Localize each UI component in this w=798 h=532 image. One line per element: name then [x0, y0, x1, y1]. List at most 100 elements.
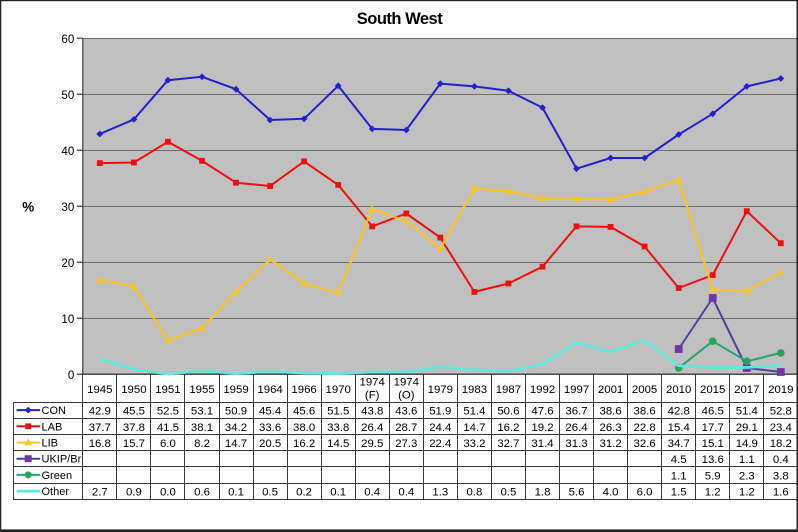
svg-text:0.1: 0.1 [228, 487, 244, 499]
svg-text:5.9: 5.9 [705, 470, 721, 482]
svg-text:22.8: 22.8 [634, 422, 656, 434]
svg-text:37.7: 37.7 [89, 422, 111, 434]
svg-text:1.2: 1.2 [739, 487, 755, 499]
svg-text:UKIP/Br: UKIP/Br [42, 454, 82, 466]
svg-text:24.4: 24.4 [429, 422, 451, 434]
svg-text:1992: 1992 [530, 384, 555, 396]
svg-text:(F): (F) [365, 390, 380, 402]
svg-text:1959: 1959 [223, 384, 248, 396]
svg-text:19.2: 19.2 [531, 422, 553, 434]
svg-text:0.8: 0.8 [466, 487, 482, 499]
svg-text:1.8: 1.8 [535, 487, 551, 499]
svg-text:LIB: LIB [42, 438, 59, 450]
svg-text:32.6: 32.6 [634, 438, 656, 450]
svg-text:43.6: 43.6 [395, 406, 417, 418]
svg-text:40: 40 [61, 145, 74, 158]
svg-text:26.3: 26.3 [600, 422, 622, 434]
svg-text:38.1: 38.1 [191, 422, 213, 434]
svg-text:0.5: 0.5 [500, 487, 516, 499]
svg-text:52.5: 52.5 [157, 406, 179, 418]
svg-text:4.0: 4.0 [603, 487, 619, 499]
svg-text:0.9: 0.9 [126, 487, 142, 499]
svg-text:38.0: 38.0 [293, 422, 315, 434]
svg-text:1945: 1945 [87, 384, 112, 396]
svg-text:51.9: 51.9 [429, 406, 451, 418]
svg-text:10: 10 [61, 313, 74, 326]
svg-text:34.7: 34.7 [668, 438, 690, 450]
svg-text:37.8: 37.8 [123, 422, 145, 434]
svg-text:1966: 1966 [291, 384, 316, 396]
svg-text:38.6: 38.6 [634, 406, 656, 418]
svg-text:15.4: 15.4 [668, 422, 690, 434]
svg-text:51.4: 51.4 [463, 406, 485, 418]
svg-text:26.4: 26.4 [361, 422, 383, 434]
svg-text:15.7: 15.7 [123, 438, 145, 450]
svg-text:31.3: 31.3 [565, 438, 587, 450]
svg-text:45.4: 45.4 [259, 406, 281, 418]
svg-text:23.4: 23.4 [770, 422, 792, 434]
svg-text:50: 50 [61, 89, 74, 102]
svg-text:43.8: 43.8 [361, 406, 383, 418]
svg-text:6.0: 6.0 [637, 487, 653, 499]
svg-text:1951: 1951 [155, 384, 180, 396]
svg-text:6.0: 6.0 [160, 438, 176, 450]
svg-text:1.1: 1.1 [671, 470, 687, 482]
svg-text:2005: 2005 [632, 384, 657, 396]
svg-text:%: % [22, 200, 34, 215]
svg-text:45.6: 45.6 [293, 406, 315, 418]
svg-text:41.5: 41.5 [157, 422, 179, 434]
svg-text:8.2: 8.2 [194, 438, 210, 450]
svg-text:2019: 2019 [768, 384, 793, 396]
svg-text:47.6: 47.6 [531, 406, 553, 418]
svg-text:0: 0 [68, 369, 74, 382]
svg-text:16.2: 16.2 [497, 422, 519, 434]
svg-text:31.2: 31.2 [600, 438, 622, 450]
svg-text:1955: 1955 [189, 384, 214, 396]
svg-text:2.3: 2.3 [739, 470, 755, 482]
svg-text:2017: 2017 [734, 384, 759, 396]
svg-text:26.4: 26.4 [565, 422, 587, 434]
svg-text:0.0: 0.0 [160, 487, 176, 499]
svg-text:1950: 1950 [121, 384, 146, 396]
svg-text:LAB: LAB [42, 421, 63, 433]
svg-text:51.4: 51.4 [736, 406, 758, 418]
svg-text:18.2: 18.2 [770, 438, 792, 450]
svg-text:45.5: 45.5 [123, 406, 145, 418]
svg-text:0.5: 0.5 [262, 487, 278, 499]
svg-text:13.6: 13.6 [702, 454, 724, 466]
svg-text:51.5: 51.5 [327, 406, 349, 418]
svg-text:22.4: 22.4 [429, 438, 451, 450]
svg-text:0.4: 0.4 [364, 487, 380, 499]
svg-text:1974: 1974 [394, 376, 419, 388]
svg-text:Other: Other [42, 486, 70, 498]
svg-text:42.8: 42.8 [668, 406, 690, 418]
svg-text:38.6: 38.6 [600, 406, 622, 418]
svg-text:16.8: 16.8 [89, 438, 111, 450]
svg-text:14.9: 14.9 [736, 438, 758, 450]
svg-text:20: 20 [61, 257, 74, 270]
svg-text:0.6: 0.6 [194, 487, 210, 499]
svg-text:15.1: 15.1 [702, 438, 724, 450]
svg-text:4.5: 4.5 [671, 454, 687, 466]
svg-text:1.5: 1.5 [671, 487, 687, 499]
svg-text:1964: 1964 [257, 384, 282, 396]
svg-text:52.8: 52.8 [770, 406, 792, 418]
svg-text:2001: 2001 [598, 384, 623, 396]
svg-text:0.1: 0.1 [330, 487, 346, 499]
svg-text:0.4: 0.4 [398, 487, 414, 499]
svg-text:27.3: 27.3 [395, 438, 417, 450]
svg-text:1970: 1970 [326, 384, 351, 396]
svg-text:14.7: 14.7 [225, 438, 247, 450]
svg-text:29.5: 29.5 [361, 438, 383, 450]
svg-text:1983: 1983 [462, 384, 487, 396]
svg-text:53.1: 53.1 [191, 406, 213, 418]
svg-text:42.9: 42.9 [89, 406, 111, 418]
svg-text:1997: 1997 [564, 384, 589, 396]
svg-text:33.6: 33.6 [259, 422, 281, 434]
svg-text:33.2: 33.2 [463, 438, 485, 450]
svg-text:1974: 1974 [360, 376, 385, 388]
svg-text:1987: 1987 [496, 384, 521, 396]
svg-text:34.2: 34.2 [225, 422, 247, 434]
svg-text:1.2: 1.2 [705, 487, 721, 499]
svg-text:5.6: 5.6 [569, 487, 585, 499]
